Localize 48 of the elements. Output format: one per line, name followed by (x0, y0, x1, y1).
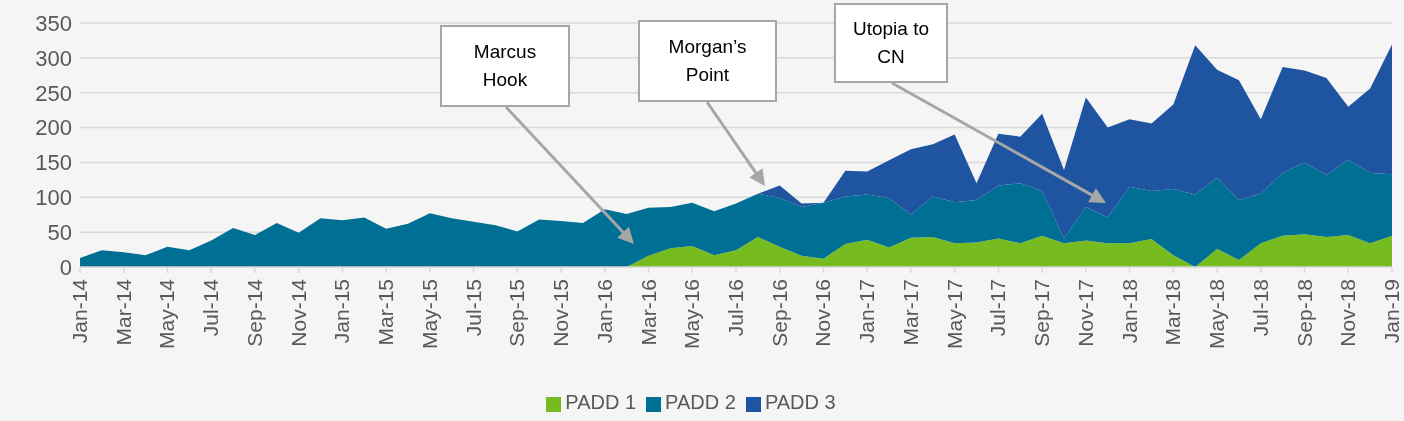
x-tick-label: Jul-18 (1248, 279, 1272, 337)
x-tick-label: May-17 (942, 279, 966, 350)
x-tick-label: Nov-17 (1073, 279, 1097, 347)
x-tick-label: Jul-17 (986, 279, 1010, 337)
x-tick-label: Mar-16 (636, 279, 660, 346)
x-tick-label: Nov-16 (811, 279, 835, 347)
x-tick-label: Jan-14 (68, 278, 91, 344)
x-tick-label: Mar-14 (111, 278, 135, 346)
x-tick-label: Nov-15 (549, 279, 573, 347)
legend-label: PADD 1 (565, 391, 637, 413)
y-tick-label: 300 (35, 45, 72, 71)
x-tick-label: Sep-17 (1030, 279, 1054, 347)
x-tick-label: May-16 (680, 279, 704, 350)
x-tick-label: Jan-19 (1380, 279, 1403, 344)
x-tick-label: May-18 (1205, 279, 1229, 350)
y-tick-label: 100 (35, 185, 72, 211)
x-tick-label: May-14 (155, 278, 179, 350)
x-tick-label: May-15 (417, 279, 441, 350)
x-tick-label: Jul-16 (724, 279, 747, 337)
x-tick-label: Jul-15 (461, 279, 485, 337)
annotation: Marcus Hook (472, 40, 538, 92)
legend-label: PADD 3 (764, 391, 836, 413)
x-tick-label: Jan-17 (855, 279, 879, 344)
x-tick-label: Sep-15 (505, 279, 529, 347)
y-tick-label: 250 (35, 80, 72, 106)
callout-box: Morgan’s Point (638, 20, 777, 102)
legend-label: PADD 2 (665, 391, 736, 413)
x-tick-label: Mar-17 (898, 279, 922, 346)
y-tick-label: 350 (35, 10, 72, 36)
y-tick-label: 200 (35, 115, 72, 141)
annotation: Morgan’s Point (667, 35, 748, 87)
annotation: Utopia to CN (851, 17, 930, 69)
y-tick-label: 50 (47, 219, 72, 245)
y-tick-label: 150 (35, 150, 72, 176)
x-tick-label: Sep-18 (1292, 279, 1316, 347)
x-tick-label: Jan-15 (330, 279, 354, 344)
x-tick-label: Sep-14 (242, 278, 266, 347)
x-tick-label: Jul-14 (199, 278, 223, 337)
x-tick-label: Nov-14 (286, 278, 310, 347)
callout-box: Utopia to CN (834, 3, 948, 83)
x-tick-label: Jan-18 (1117, 279, 1141, 344)
x-tick-label: Nov-18 (1336, 279, 1360, 347)
callout-box: Marcus Hook (440, 25, 570, 107)
y-tick-label: 0 (59, 254, 72, 280)
x-tick-label: Mar-15 (374, 279, 398, 346)
x-tick-label: Sep-16 (767, 279, 791, 347)
x-tick-label: Jan-16 (592, 279, 616, 344)
x-tick-label: Mar-18 (1161, 279, 1185, 346)
